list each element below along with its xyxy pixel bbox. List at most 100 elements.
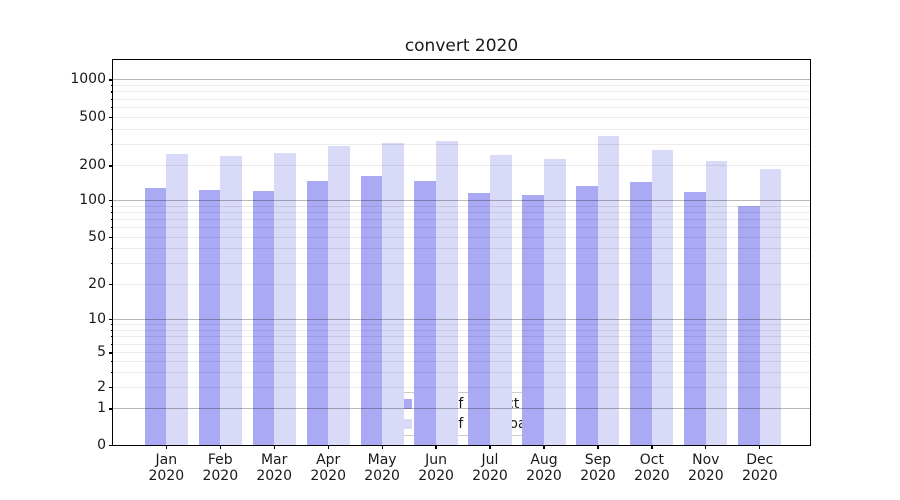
- y-tick-mark: [109, 318, 113, 320]
- bar-distinct-ips: [252, 190, 275, 445]
- y-tick-mark: [109, 386, 113, 388]
- y-minor-tick-mark: [110, 205, 113, 207]
- bar-downloads: [759, 169, 782, 445]
- bar-distinct-ips: [144, 188, 167, 445]
- y-tick-label: 0: [97, 437, 106, 453]
- minor-gridline: [113, 205, 810, 207]
- x-tick-label: Jul 2020: [472, 452, 508, 484]
- bar-downloads: [705, 160, 728, 445]
- major-gridline: [113, 408, 810, 410]
- minor-gridline: [113, 284, 810, 285]
- x-tick-mark: [435, 445, 437, 449]
- bar-downloads: [166, 153, 188, 445]
- x-tick-label: Aug 2020: [526, 452, 562, 484]
- y-minor-tick-mark: [110, 106, 113, 109]
- x-tick-mark: [327, 445, 329, 449]
- y-tick-mark: [109, 200, 113, 202]
- x-tick-label: May 2020: [364, 452, 400, 484]
- x-tick-label: Dec 2020: [741, 452, 778, 484]
- bar-distinct-ips: [414, 180, 436, 445]
- y-minor-tick-mark: [110, 98, 113, 100]
- bar-downloads: [274, 152, 296, 445]
- y-tick-label: 20: [88, 276, 106, 292]
- x-tick-label: Apr 2020: [310, 452, 346, 484]
- bar-distinct-ips: [630, 182, 652, 445]
- y-tick-label: 5: [97, 344, 106, 361]
- bar-downloads: [651, 150, 674, 445]
- bar-distinct-ips: [306, 181, 329, 445]
- y-tick-mark: [109, 236, 113, 238]
- x-tick-label: Jan 2020: [148, 452, 185, 484]
- y-tick-label: 2: [97, 378, 106, 395]
- x-tick-label: Oct 2020: [634, 452, 670, 484]
- x-tick-mark: [759, 445, 761, 449]
- chart-title: convert 2020: [404, 36, 519, 56]
- bar-downloads: [220, 155, 242, 445]
- minor-gridline: [113, 371, 810, 373]
- y-minor-tick-mark: [110, 329, 113, 331]
- y-minor-tick-mark: [110, 323, 113, 326]
- y-minor-tick-mark: [110, 128, 113, 130]
- minor-gridline: [113, 98, 810, 100]
- x-tick-label: Mar 2020: [256, 452, 292, 484]
- bar-downloads: [597, 135, 620, 445]
- x-tick-mark: [219, 445, 221, 449]
- y-tick-label: 100: [79, 192, 106, 208]
- x-tick-mark: [705, 445, 707, 449]
- minor-gridline: [113, 352, 810, 354]
- bar-distinct-ips: [360, 175, 383, 445]
- y-tick-mark: [109, 352, 113, 354]
- plot-area: [112, 59, 811, 446]
- minor-gridline: [113, 263, 810, 265]
- bar-downloads: [490, 155, 512, 445]
- x-tick-label: Feb 2020: [202, 452, 239, 484]
- major-gridline: [113, 79, 810, 81]
- x-tick-mark: [651, 445, 653, 449]
- x-tick-label: Jun 2020: [418, 452, 454, 484]
- minor-gridline: [113, 360, 810, 362]
- x-tick-mark: [381, 445, 383, 449]
- y-tick-label: 50: [88, 228, 106, 245]
- y-minor-tick-mark: [110, 85, 113, 87]
- bar-downloads: [544, 159, 566, 445]
- minor-gridline: [113, 91, 810, 93]
- minor-gridline: [113, 386, 810, 388]
- y-minor-tick-mark: [110, 91, 113, 93]
- y-tick-label: 1: [97, 400, 106, 417]
- bar-downloads: [436, 140, 458, 445]
- y-tick-mark: [109, 165, 113, 167]
- y-minor-tick-mark: [110, 343, 113, 345]
- y-minor-tick-mark: [110, 143, 113, 146]
- minor-gridline: [113, 336, 810, 337]
- y-tick-mark: [109, 445, 113, 447]
- y-minor-tick-mark: [110, 336, 113, 338]
- y-minor-tick-mark: [110, 263, 113, 265]
- bar-distinct-ips: [684, 192, 706, 445]
- y-minor-tick-mark: [110, 211, 113, 214]
- minor-gridline: [113, 323, 810, 325]
- minor-gridline: [113, 165, 810, 167]
- y-tick-mark: [109, 284, 113, 286]
- minor-gridline: [113, 116, 810, 118]
- y-minor-tick-mark: [110, 227, 113, 229]
- major-gridline: [113, 318, 810, 320]
- bar-distinct-ips: [738, 206, 760, 445]
- minor-gridline: [113, 85, 810, 86]
- minor-gridline: [113, 143, 810, 145]
- y-tick-label: 10: [88, 310, 106, 327]
- x-tick-mark: [597, 445, 599, 449]
- y-tick-label: 500: [79, 108, 106, 125]
- y-minor-tick-mark: [110, 248, 113, 250]
- y-minor-tick-mark: [110, 371, 113, 373]
- bar-distinct-ips: [198, 189, 221, 445]
- minor-gridline: [113, 236, 810, 238]
- x-tick-mark: [273, 445, 275, 449]
- major-gridline: [113, 200, 810, 201]
- y-minor-tick-mark: [110, 218, 113, 221]
- minor-gridline: [113, 227, 810, 228]
- y-minor-tick-mark: [110, 360, 113, 362]
- x-tick-mark: [489, 445, 491, 449]
- y-tick-label: 1000: [70, 71, 106, 88]
- minor-gridline: [113, 248, 810, 250]
